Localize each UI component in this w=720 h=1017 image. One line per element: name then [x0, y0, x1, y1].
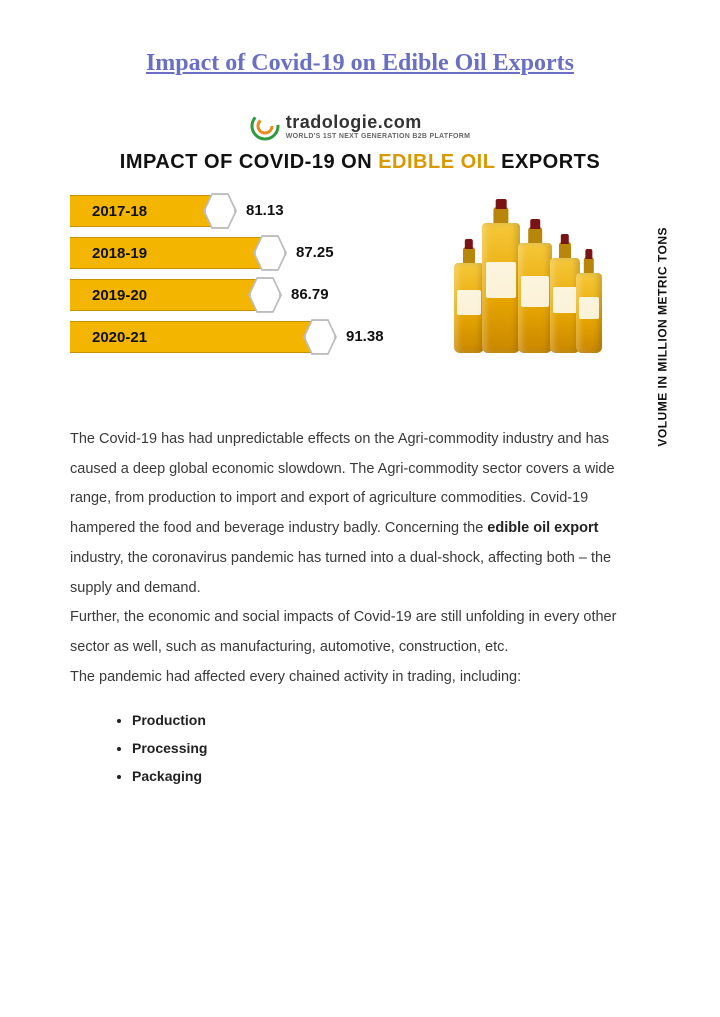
oil-bottle-icon: [482, 223, 520, 353]
brand-block: tradologie.com WORLD'S 1ST NEXT GENERATI…: [70, 107, 650, 141]
list-item: Processing: [132, 734, 650, 762]
infographic-heading: IMPACT OF COVID-19 ON EDIBLE OIL EXPORTS: [70, 151, 650, 174]
heading-pre: IMPACT OF COVID-19 ON: [120, 151, 378, 173]
bar-value: 81.13: [246, 195, 284, 227]
brand-name: tradologie.com: [286, 112, 471, 133]
bullet-list: ProductionProcessingPackaging: [70, 706, 650, 790]
oil-bottles-illustration: [454, 203, 604, 353]
bar-value: 91.38: [346, 321, 384, 353]
page-title: Impact of Covid-19 on Edible Oil Exports: [70, 50, 650, 77]
bar-value: 86.79: [291, 279, 329, 311]
paragraph-2: Further, the economic and social impacts…: [70, 603, 650, 662]
bar-fill: 2018-19: [70, 237, 270, 269]
bar-year-label: 2019-20: [92, 287, 147, 304]
bar-year-label: 2020-21: [92, 329, 147, 346]
list-item: Production: [132, 706, 650, 734]
heading-post: EXPORTS: [495, 151, 600, 173]
bar-fill: 2017-18: [70, 195, 220, 227]
bar-year-label: 2018-19: [92, 245, 147, 262]
oil-bottle-icon: [518, 243, 552, 353]
article-body: The Covid-19 has had unpredictable effec…: [70, 425, 650, 790]
brand-tagline: WORLD'S 1ST NEXT GENERATION B2B PLATFORM: [286, 133, 471, 140]
bar-fill: 2020-21: [70, 321, 320, 353]
paragraph-1: The Covid-19 has had unpredictable effec…: [70, 425, 650, 603]
oil-bottle-icon: [454, 263, 484, 353]
bar-value: 87.25: [296, 237, 334, 269]
p1-bold: edible oil export: [487, 520, 598, 536]
bar-fill: 2019-20: [70, 279, 265, 311]
y-axis-label: VOLUME IN MILLION METRIC TONS: [656, 227, 670, 447]
brand-logo-icon: [250, 111, 280, 141]
infographic-panel: tradologie.com WORLD'S 1ST NEXT GENERATI…: [70, 107, 650, 397]
list-item: Packaging: [132, 762, 650, 790]
bar-year-label: 2017-18: [92, 203, 147, 220]
paragraph-3: The pandemic had affected every chained …: [70, 663, 650, 693]
p1-text-b: industry, the coronavirus pandemic has t…: [70, 550, 611, 596]
oil-bottle-icon: [576, 273, 602, 353]
heading-emph: EDIBLE OIL: [378, 151, 495, 173]
